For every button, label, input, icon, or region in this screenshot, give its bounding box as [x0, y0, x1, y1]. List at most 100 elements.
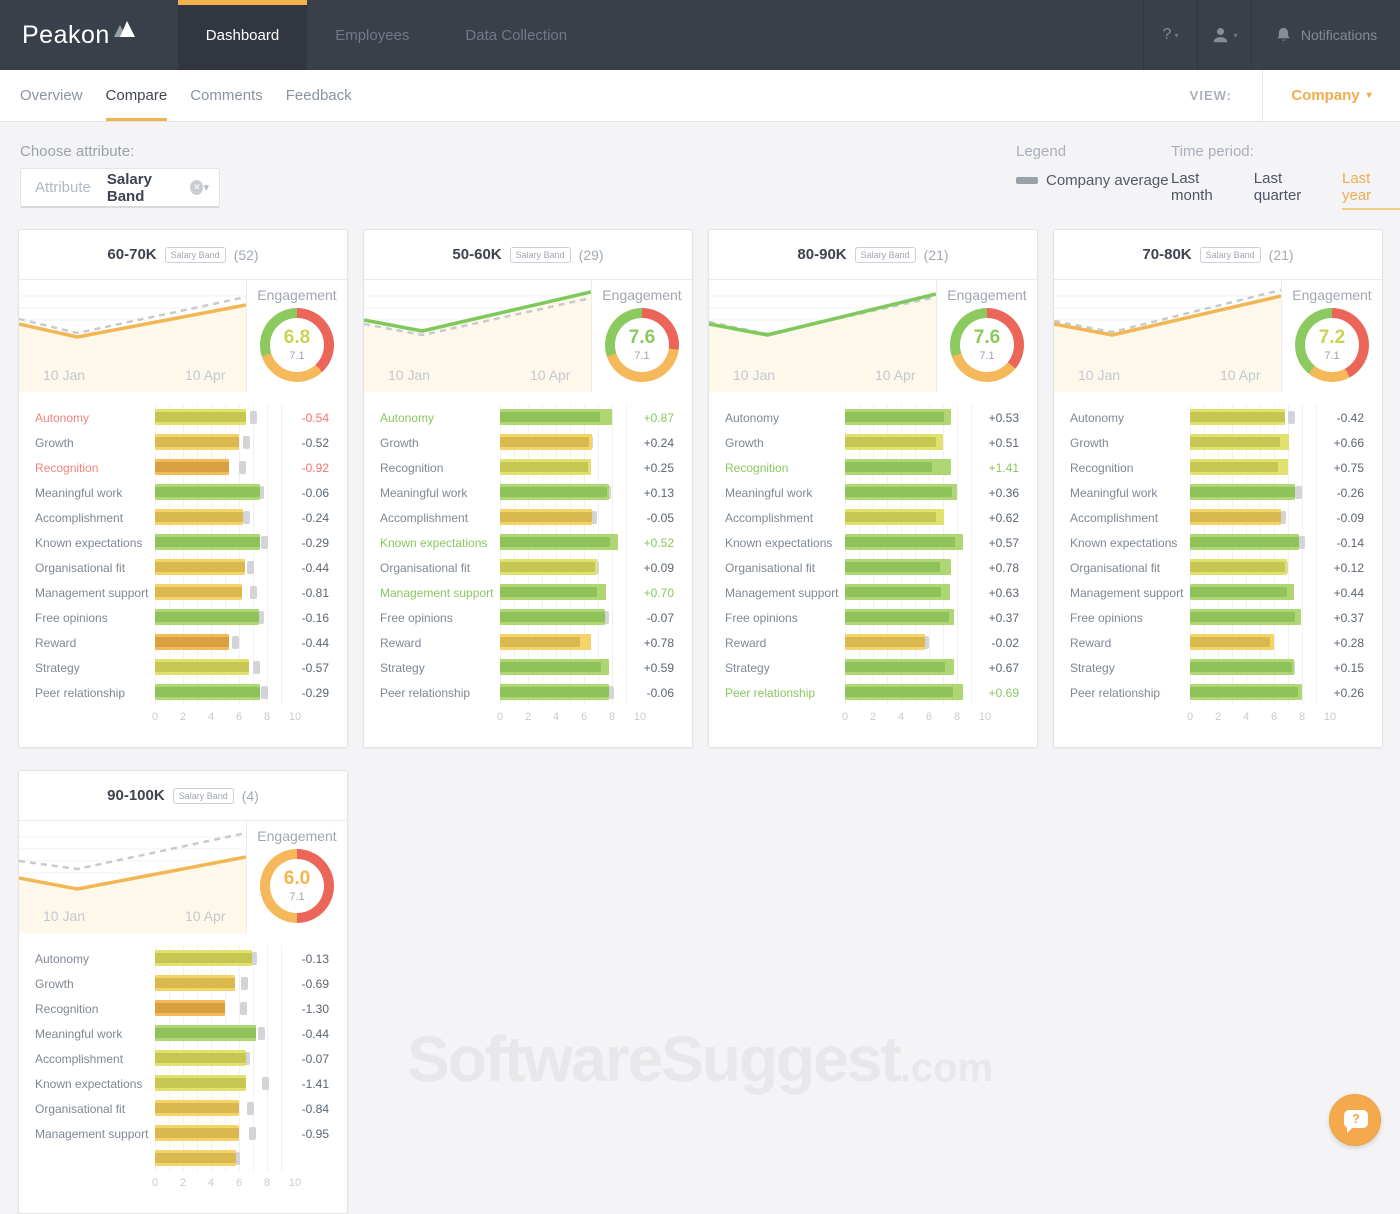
- driver-row[interactable]: Reward -0.44: [19, 630, 347, 655]
- card-title[interactable]: 80-90K: [797, 246, 847, 263]
- driver-row[interactable]: Reward +0.28: [1054, 630, 1382, 655]
- driver-row[interactable]: Reward -0.02: [709, 630, 1037, 655]
- time-option-last-year[interactable]: Last year: [1342, 170, 1400, 210]
- driver-score-bar-inner: [500, 662, 601, 672]
- card-title[interactable]: 60-70K: [107, 246, 157, 263]
- driver-row[interactable]: Organisational fit +0.09: [364, 555, 692, 580]
- trend-chart-svg: [709, 292, 936, 392]
- driver-row[interactable]: Management support +0.63: [709, 580, 1037, 605]
- driver-row[interactable]: Growth -0.52: [19, 430, 347, 455]
- driver-label: Recognition: [380, 460, 444, 475]
- driver-row[interactable]: Management support +0.70: [364, 580, 692, 605]
- driver-label: Meaningful work: [35, 1026, 123, 1041]
- driver-row[interactable]: [19, 1146, 347, 1171]
- driver-row[interactable]: Accomplishment -0.07: [19, 1046, 347, 1071]
- driver-row[interactable]: Free opinions +0.37: [1054, 605, 1382, 630]
- driver-row[interactable]: Known expectations +0.57: [709, 530, 1037, 555]
- driver-row[interactable]: Free opinions -0.07: [364, 605, 692, 630]
- driver-row[interactable]: Organisational fit +0.78: [709, 555, 1037, 580]
- driver-row[interactable]: Management support -0.81: [19, 580, 347, 605]
- driver-row[interactable]: Peer relationship -0.06: [364, 680, 692, 705]
- tab-compare[interactable]: Compare: [105, 70, 168, 121]
- remove-attribute-icon[interactable]: ✕: [190, 180, 204, 195]
- attribute-selector[interactable]: Attribute Salary Band ✕ ▾: [20, 168, 220, 208]
- driver-row[interactable]: Growth +0.66: [1054, 430, 1382, 455]
- tab-overview[interactable]: Overview: [20, 87, 83, 104]
- driver-row[interactable]: Organisational fit +0.12: [1054, 555, 1382, 580]
- tab-comments[interactable]: Comments: [190, 87, 263, 104]
- driver-row[interactable]: Organisational fit -0.84: [19, 1096, 347, 1121]
- driver-row[interactable]: Free opinions -0.16: [19, 605, 347, 630]
- driver-row[interactable]: Peer relationship +0.69: [709, 680, 1037, 705]
- driver-bar-track: [845, 630, 985, 655]
- driver-score-bar-inner: [1190, 462, 1278, 472]
- driver-diff-value: +0.26: [1333, 685, 1364, 700]
- driver-row[interactable]: Management support +0.44: [1054, 580, 1382, 605]
- driver-axis-tick: 10: [1323, 711, 1337, 723]
- driver-row[interactable]: Strategy -0.57: [19, 655, 347, 680]
- driver-bar-track: [155, 555, 295, 580]
- driver-row[interactable]: Organisational fit -0.44: [19, 555, 347, 580]
- driver-row[interactable]: Peer relationship -0.29: [19, 680, 347, 705]
- driver-diff-value: -0.52: [301, 435, 329, 450]
- user-menu-button[interactable]: ▾: [1197, 0, 1251, 70]
- driver-row[interactable]: Growth +0.24: [364, 430, 692, 455]
- driver-row[interactable]: Recognition +0.75: [1054, 455, 1382, 480]
- driver-score-bar-inner: [845, 687, 953, 697]
- driver-row[interactable]: Growth -0.69: [19, 971, 347, 996]
- driver-row[interactable]: Strategy +0.67: [709, 655, 1037, 680]
- peakon-logo[interactable]: Peakon: [0, 0, 178, 70]
- driver-row[interactable]: Free opinions +0.37: [709, 605, 1037, 630]
- driver-row[interactable]: Autonomy -0.13: [19, 946, 347, 971]
- driver-row[interactable]: Strategy +0.15: [1054, 655, 1382, 680]
- driver-row[interactable]: Known expectations -1.41: [19, 1071, 347, 1096]
- driver-row[interactable]: Known expectations -0.29: [19, 530, 347, 555]
- driver-row[interactable]: Accomplishment -0.24: [19, 505, 347, 530]
- company-average-tick: [243, 1052, 251, 1065]
- card-title[interactable]: 70-80K: [1142, 246, 1192, 263]
- driver-row[interactable]: Recognition +1.41: [709, 455, 1037, 480]
- support-chat-button[interactable]: ?: [1329, 1094, 1381, 1146]
- top-tab-dashboard[interactable]: Dashboard: [177, 0, 308, 70]
- driver-row[interactable]: Strategy +0.59: [364, 655, 692, 680]
- driver-row[interactable]: Meaningful work -0.26: [1054, 480, 1382, 505]
- driver-row[interactable]: Meaningful work -0.44: [19, 1021, 347, 1046]
- driver-row[interactable]: Autonomy -0.42: [1054, 405, 1382, 430]
- driver-axis-tick: 0: [151, 711, 159, 723]
- card-title[interactable]: 90-100K: [107, 787, 165, 804]
- view-selector[interactable]: Company ▾: [1262, 70, 1400, 121]
- company-average-tick: [232, 1152, 240, 1165]
- driver-row[interactable]: Peer relationship +0.26: [1054, 680, 1382, 705]
- driver-row[interactable]: Accomplishment -0.05: [364, 505, 692, 530]
- driver-bar-track: [155, 580, 295, 605]
- time-option-last-quarter[interactable]: Last quarter: [1253, 170, 1302, 204]
- engagement-donut: 6.8 7.1: [260, 308, 334, 382]
- help-menu-button[interactable]: ? ▾: [1143, 0, 1197, 70]
- driver-score-bar-inner: [155, 978, 235, 988]
- driver-row[interactable]: Known expectations +0.52: [364, 530, 692, 555]
- company-average-tick: [238, 461, 246, 474]
- driver-row[interactable]: Meaningful work -0.06: [19, 480, 347, 505]
- top-tab-employees[interactable]: Employees: [335, 26, 410, 44]
- top-tab-data-collection[interactable]: Data Collection: [465, 26, 568, 44]
- driver-row[interactable]: Meaningful work +0.36: [709, 480, 1037, 505]
- driver-row[interactable]: Reward +0.78: [364, 630, 692, 655]
- driver-row[interactable]: Recognition +0.25: [364, 455, 692, 480]
- card-title[interactable]: 50-60K: [452, 246, 502, 263]
- time-option-last-month[interactable]: Last month: [1171, 170, 1213, 204]
- driver-row[interactable]: Management support -0.95: [19, 1121, 347, 1146]
- driver-row[interactable]: Accomplishment -0.09: [1054, 505, 1382, 530]
- tab-feedback[interactable]: Feedback: [285, 87, 352, 104]
- driver-row[interactable]: Accomplishment +0.62: [709, 505, 1037, 530]
- driver-bar-track: [1190, 655, 1330, 680]
- driver-row[interactable]: Autonomy +0.87: [364, 405, 692, 430]
- notifications-button[interactable]: Notifications: [1251, 0, 1400, 70]
- chevron-down-icon[interactable]: ▾: [203, 182, 209, 194]
- driver-row[interactable]: Known expectations -0.14: [1054, 530, 1382, 555]
- driver-row[interactable]: Autonomy -0.54: [19, 405, 347, 430]
- driver-row[interactable]: Meaningful work +0.13: [364, 480, 692, 505]
- driver-row[interactable]: Autonomy +0.53: [709, 405, 1037, 430]
- driver-row[interactable]: Growth +0.51: [709, 430, 1037, 455]
- driver-row[interactable]: Recognition -1.30: [19, 996, 347, 1021]
- driver-row[interactable]: Recognition -0.92: [19, 455, 347, 480]
